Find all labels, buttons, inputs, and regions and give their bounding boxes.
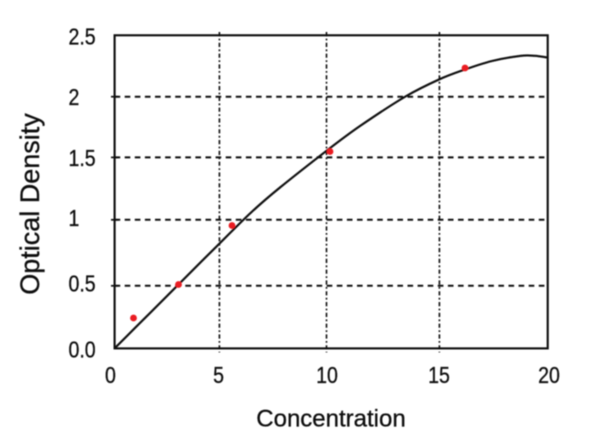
- svg-text:0: 0: [105, 363, 116, 389]
- svg-text:0.0: 0.0: [69, 337, 96, 363]
- svg-text:1.5: 1.5: [69, 146, 96, 172]
- svg-text:10: 10: [316, 363, 338, 389]
- svg-text:2: 2: [69, 84, 80, 110]
- svg-text:2.5: 2.5: [69, 24, 96, 50]
- svg-text:Optical Density: Optical Density: [15, 113, 45, 295]
- svg-text:Concentration: Concentration: [256, 406, 405, 433]
- svg-text:5: 5: [213, 363, 224, 389]
- svg-text:0.5: 0.5: [69, 271, 96, 297]
- svg-text:20: 20: [538, 363, 560, 389]
- svg-text:15: 15: [428, 363, 450, 389]
- svg-text:1: 1: [69, 205, 80, 231]
